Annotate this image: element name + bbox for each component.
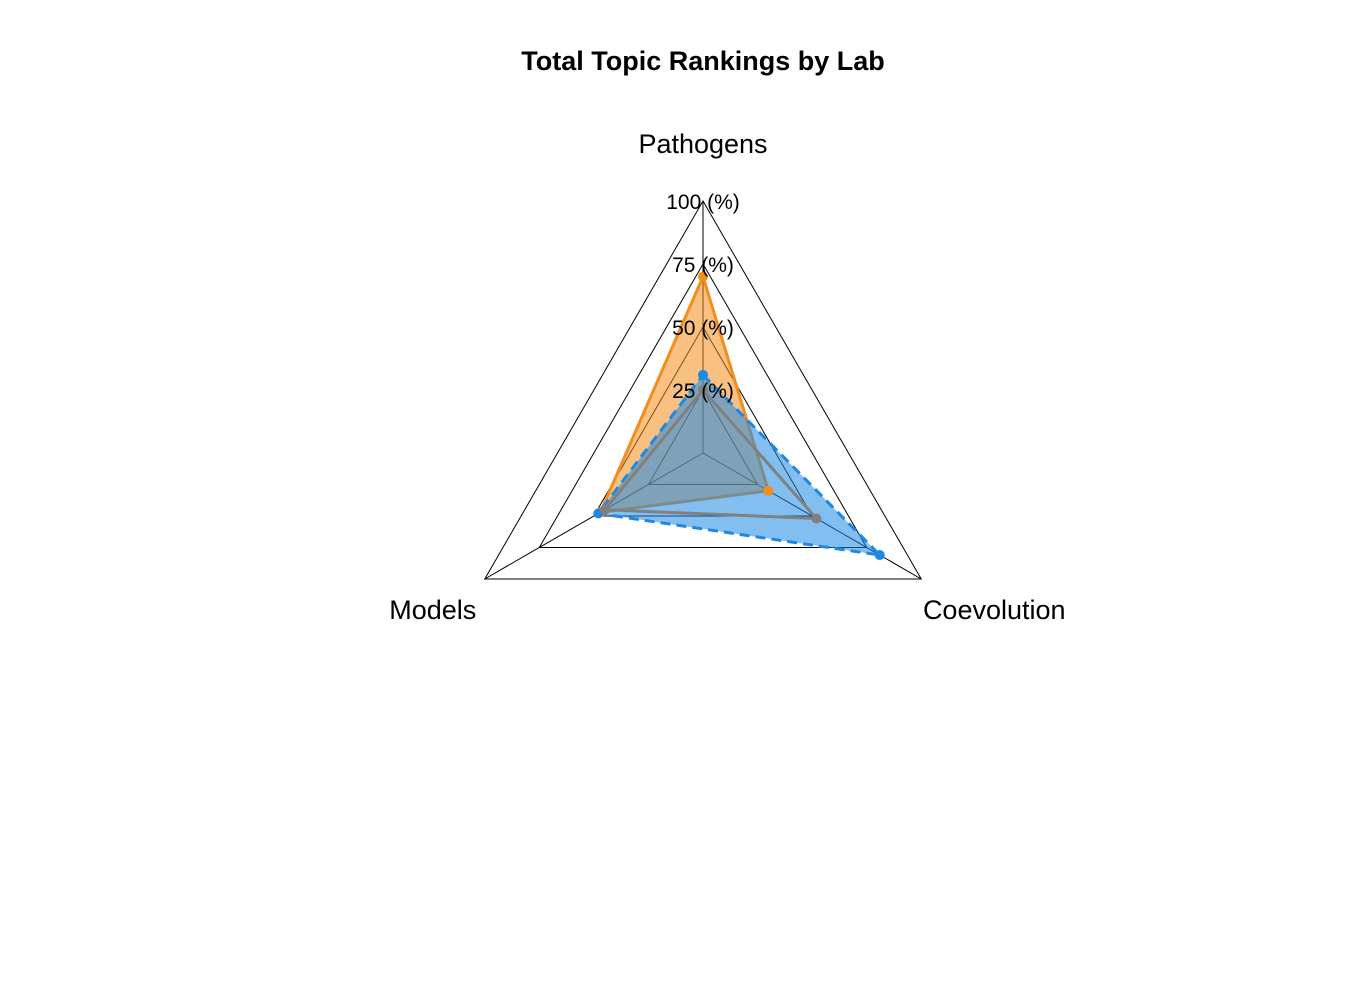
series-1-point-coevolution: [763, 485, 774, 496]
grid-ring-75: [538, 262, 868, 548]
radar-tick-labels: 25 (%) 50 (%) 75 (%) 100 (%): [666, 191, 740, 403]
series-3-point-models: [599, 504, 610, 515]
axis-label-coevolution: Coevolution: [923, 595, 1066, 625]
series-2-point-pathogens: [698, 369, 708, 380]
tick-label-75: 75 (%): [672, 254, 734, 277]
series-2-point-coevolution: [874, 550, 885, 561]
radar-axis-labels: Pathogens Coevolution Models: [389, 129, 1065, 625]
series-1-point-pathogens: [698, 271, 708, 282]
chart-title: Total Topic Rankings by Lab: [521, 46, 885, 76]
axis-label-models: Models: [389, 595, 476, 625]
series-3-point-coevolution: [811, 513, 822, 524]
axis-label-pathogens: Pathogens: [638, 129, 767, 159]
tick-label-25: 25 (%): [672, 380, 734, 403]
grid-ring-100: [483, 200, 923, 580]
series-3-area: [603, 388, 818, 521]
tick-label-100: 100 (%): [666, 191, 740, 214]
radar-series: [593, 271, 885, 561]
series-3-point-pathogens: [698, 385, 708, 395]
tick-label-50: 50 (%): [672, 317, 734, 340]
